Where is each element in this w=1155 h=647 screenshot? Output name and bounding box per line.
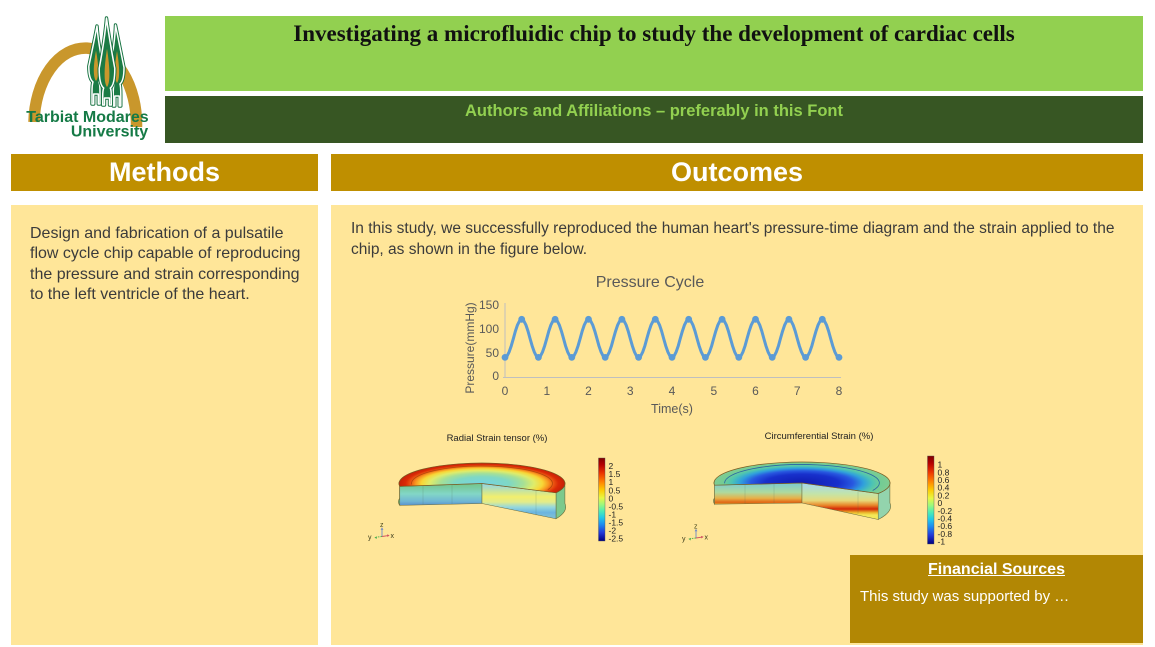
- svg-text:y: y: [682, 536, 686, 543]
- svg-text:2: 2: [609, 461, 614, 471]
- svg-text:y: y: [368, 535, 372, 542]
- svg-text:Pressure Cycle: Pressure Cycle: [596, 274, 705, 291]
- svg-text:-2: -2: [609, 526, 617, 536]
- svg-text:-0.8: -0.8: [938, 529, 953, 539]
- svg-text:-2.5: -2.5: [609, 534, 624, 544]
- svg-text:-0.2: -0.2: [938, 506, 953, 516]
- svg-text:1: 1: [543, 384, 550, 398]
- svg-text:x: x: [391, 533, 395, 540]
- svg-text:University: University: [71, 124, 148, 141]
- svg-text:x: x: [705, 535, 709, 542]
- svg-text:0: 0: [938, 498, 943, 508]
- svg-text:3: 3: [627, 384, 634, 398]
- svg-text:Tarbiat Modares: Tarbiat Modares: [26, 109, 149, 126]
- svg-text:0: 0: [502, 384, 509, 398]
- svg-text:Circumferential Strain (%): Circumferential Strain (%): [765, 431, 874, 442]
- svg-text:150: 150: [479, 298, 499, 312]
- svg-text:0.6: 0.6: [938, 475, 950, 485]
- svg-text:-0.5: -0.5: [609, 501, 624, 511]
- svg-text:z: z: [380, 522, 384, 529]
- svg-text:-1: -1: [609, 510, 617, 520]
- svg-text:5: 5: [710, 384, 717, 398]
- svg-text:0.2: 0.2: [938, 490, 950, 500]
- svg-text:Time(s): Time(s): [651, 402, 693, 416]
- svg-text:100: 100: [479, 322, 499, 336]
- svg-text:0.8: 0.8: [938, 467, 950, 477]
- svg-text:1: 1: [609, 477, 614, 487]
- svg-text:50: 50: [486, 346, 500, 360]
- svg-text:-0.6: -0.6: [938, 521, 953, 531]
- svg-text:1: 1: [938, 460, 943, 470]
- svg-text:7: 7: [794, 384, 801, 398]
- svg-text:Radial Strain tensor (%): Radial Strain tensor (%): [447, 433, 548, 444]
- svg-text:z: z: [694, 524, 698, 531]
- svg-text:2: 2: [585, 384, 592, 398]
- svg-text:0.5: 0.5: [609, 485, 621, 495]
- svg-text:8: 8: [836, 384, 843, 398]
- svg-text:Pressure(mmHg): Pressure(mmHg): [463, 302, 477, 393]
- svg-text:-0.4: -0.4: [938, 514, 953, 524]
- svg-text:0: 0: [492, 369, 499, 383]
- svg-text:0.4: 0.4: [938, 483, 950, 493]
- svg-text:6: 6: [752, 384, 759, 398]
- svg-text:1.5: 1.5: [609, 469, 621, 479]
- svg-text:-1: -1: [938, 537, 946, 547]
- svg-text:4: 4: [669, 384, 676, 398]
- svg-text:0: 0: [609, 493, 614, 503]
- svg-text:-1.5: -1.5: [609, 518, 624, 528]
